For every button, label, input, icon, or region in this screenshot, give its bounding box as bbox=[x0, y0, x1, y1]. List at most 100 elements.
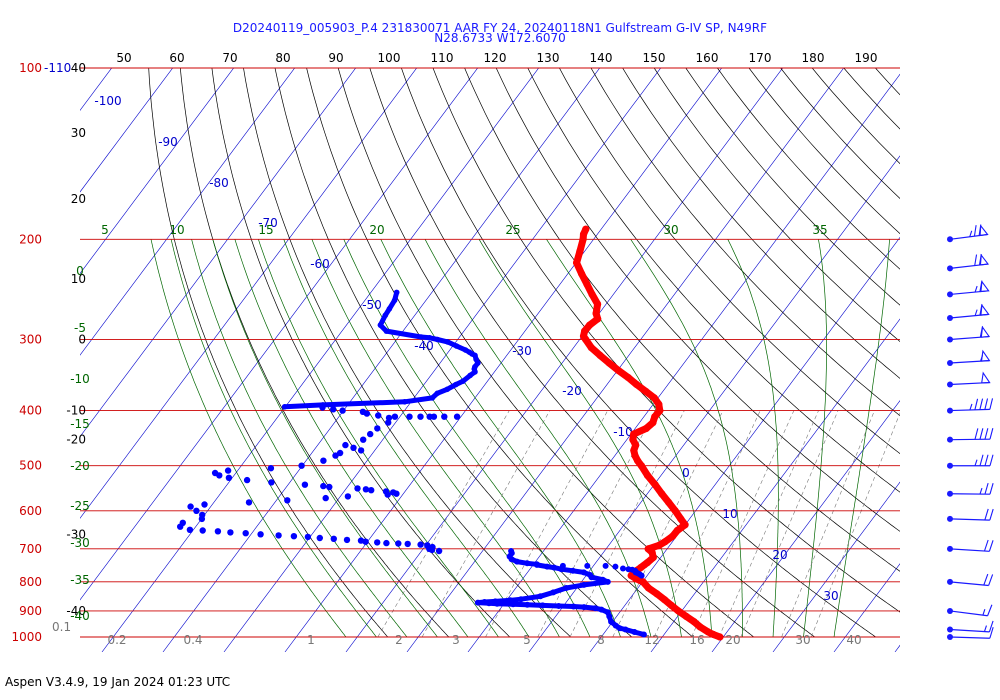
dewpoint-lower-point bbox=[486, 600, 492, 607]
dewpoint-scatter-point bbox=[193, 507, 200, 514]
dewpoint-scatter-point bbox=[391, 413, 399, 420]
isotherm-line bbox=[80, 68, 296, 356]
dry-adiabat-line bbox=[432, 68, 900, 613]
pressure-tick-label: 400 bbox=[19, 404, 42, 418]
temperature-point bbox=[643, 471, 652, 479]
dewpoint-scatter-point bbox=[214, 528, 222, 535]
dewpoint-lower-point bbox=[537, 593, 544, 600]
height-label: 20 bbox=[71, 192, 86, 206]
dewpoint-lower-point bbox=[588, 574, 595, 581]
wind-barb bbox=[947, 604, 993, 617]
wind-barb-pennant bbox=[979, 253, 990, 266]
dewpoint-lower-scatter-point bbox=[612, 563, 619, 570]
dewpoint-point bbox=[444, 386, 451, 393]
theta-label: 100 bbox=[378, 51, 401, 65]
wind-barb-feather bbox=[984, 482, 989, 495]
theta-label: 130 bbox=[537, 51, 560, 65]
mixing-ratio-label: 8 bbox=[597, 633, 605, 647]
dewpoint-scatter-point bbox=[332, 452, 339, 459]
dewpoint-lower-point bbox=[580, 581, 587, 588]
dewpoint-scatter-point bbox=[417, 541, 424, 548]
wind-barb-station-dot bbox=[947, 607, 953, 614]
dewpoint-scatter-point bbox=[430, 413, 438, 420]
dewpoint-lower-point bbox=[514, 558, 520, 565]
dewpoint-scatter-point bbox=[441, 413, 448, 420]
isotherm-line bbox=[467, 73, 900, 652]
wind-barb bbox=[947, 280, 990, 298]
dewpoint-lower-point bbox=[592, 605, 599, 612]
temperature-point bbox=[588, 290, 596, 298]
dewpoint-lower-point bbox=[604, 578, 611, 585]
isotherm-label: 20 bbox=[772, 548, 787, 562]
moist-adiabat-label: 30 bbox=[663, 223, 678, 237]
temperature-point bbox=[586, 321, 594, 329]
dewpoint-lower-point bbox=[544, 563, 551, 570]
dewpoint-scatter-point bbox=[316, 534, 323, 542]
dewpoint-point bbox=[386, 306, 393, 312]
isotherm-line bbox=[80, 68, 479, 601]
dewpoint-point bbox=[393, 289, 400, 296]
temperature-point bbox=[669, 532, 677, 540]
dewpoint-scatter-point bbox=[243, 476, 251, 484]
wind-barb-station-dot bbox=[947, 314, 953, 321]
isotherm-line bbox=[650, 318, 900, 652]
mixing-ratio-label: 20 bbox=[725, 633, 740, 647]
dewpoint-scatter-point bbox=[225, 474, 233, 481]
wind-barb-shaft bbox=[949, 610, 988, 617]
wind-barb-feather bbox=[988, 540, 994, 552]
dewpoint-scatter-point bbox=[320, 482, 327, 490]
wind-barb-feather bbox=[989, 508, 994, 521]
moist-adiabat-label: 35 bbox=[812, 223, 827, 237]
dry-adiabat-line bbox=[590, 68, 900, 417]
mixing-ratio-label: 12 bbox=[644, 633, 659, 647]
moist-adiabat-label: 0 bbox=[76, 264, 84, 278]
height-label: -20 bbox=[66, 433, 86, 447]
dewpoint-lower-point bbox=[524, 601, 531, 608]
wind-barb-feather bbox=[978, 253, 982, 266]
wind-barb-feather bbox=[979, 454, 984, 466]
isotherm-line bbox=[80, 68, 174, 193]
isotherm-line bbox=[162, 68, 601, 652]
dewpoint-scatter-point bbox=[330, 535, 337, 542]
dry-adiabat-line bbox=[274, 68, 633, 638]
theta-label: 140 bbox=[590, 51, 613, 65]
wind-barb-half-feather bbox=[969, 230, 973, 237]
dry-adiabat-line bbox=[337, 68, 755, 638]
dewpoint-scatter-point bbox=[339, 407, 346, 414]
dewpoint-point bbox=[281, 404, 288, 410]
temperature-point bbox=[637, 564, 645, 572]
temperature-point bbox=[594, 315, 602, 323]
pressure-tick-label: 300 bbox=[19, 332, 42, 346]
dewpoint-scatter-point bbox=[343, 536, 351, 544]
moist-adiabat-label: 15 bbox=[258, 223, 273, 237]
dewpoint-scatter-point bbox=[360, 436, 367, 443]
dewpoint-scatter-point bbox=[319, 404, 326, 411]
dewpoint-scatter-point bbox=[395, 540, 402, 547]
dewpoint-scatter-point bbox=[301, 481, 309, 488]
wind-barb-station-dot bbox=[947, 291, 953, 298]
dewpoint-lower-point bbox=[518, 596, 524, 603]
dry-adiabat-line bbox=[843, 68, 900, 130]
pressure-tick-label: 1000 bbox=[11, 630, 42, 644]
dewpoint-point bbox=[462, 347, 469, 353]
temperature-point bbox=[630, 430, 638, 438]
mixing-ratio-label: 2 bbox=[395, 633, 403, 647]
wind-barb-feather bbox=[989, 627, 994, 639]
moist-adiabat-line bbox=[727, 239, 779, 638]
wind-barb-half-feather bbox=[974, 309, 978, 316]
dry-adiabat-line bbox=[179, 68, 450, 638]
temperature-point bbox=[633, 380, 641, 389]
wind-barb-pennant bbox=[981, 371, 991, 384]
chart-title-line2: N28.6733 W172.6070 bbox=[434, 31, 566, 45]
wind-barb-feather bbox=[974, 428, 979, 440]
temperature-point bbox=[661, 538, 669, 546]
isotherm-label: -50 bbox=[362, 298, 382, 312]
dewpoint-scatter-point bbox=[363, 410, 371, 417]
dewpoint-lower-point bbox=[563, 585, 570, 591]
dewpoint-scatter-point bbox=[362, 538, 369, 545]
wind-barb-station-dot bbox=[947, 578, 953, 585]
wind-barb bbox=[947, 573, 994, 587]
temperature-point bbox=[582, 335, 590, 344]
theta-label: 60 bbox=[169, 51, 184, 65]
